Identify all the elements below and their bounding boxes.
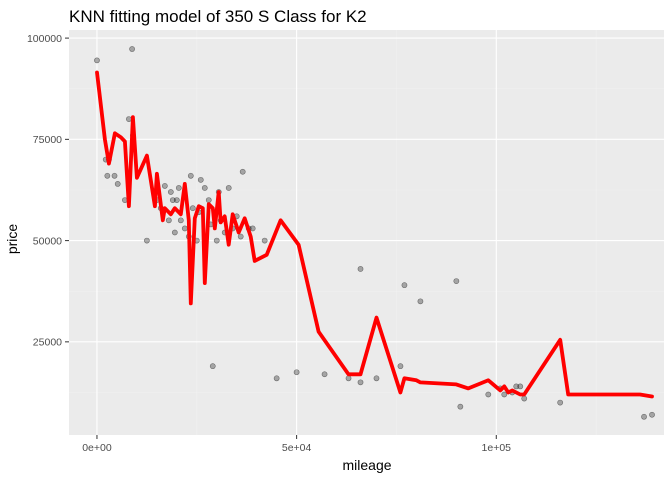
y-tick-label: 50000 (33, 235, 62, 247)
x-axis: 0e+00 5e+04 1e+05 (82, 435, 511, 454)
data-point (167, 189, 174, 195)
data-point (397, 363, 404, 370)
data-point (177, 217, 184, 224)
data-point (189, 205, 196, 212)
data-point (293, 369, 300, 376)
data-point (175, 185, 182, 191)
data-point (239, 168, 246, 175)
data-point (114, 180, 121, 187)
data-point (225, 185, 232, 191)
fit-line-layer (95, 70, 654, 399)
x-tick-label: 5e+04 (282, 442, 312, 454)
data-point (261, 237, 268, 244)
data-point (201, 185, 208, 191)
y-axis-title: price (4, 224, 20, 255)
data-point (417, 298, 424, 305)
chart-title: KNN fitting model of 350 S Class for K2 (69, 7, 367, 26)
data-point (213, 237, 220, 244)
plot-panel (69, 30, 664, 435)
data-point (357, 379, 364, 386)
data-point (169, 197, 176, 203)
x-tick-label: 0e+00 (82, 442, 112, 454)
data-point (557, 399, 564, 406)
data-point (517, 383, 524, 390)
major-gridlines (69, 30, 664, 435)
data-point (205, 197, 212, 203)
data-point (197, 176, 204, 183)
data-point (94, 57, 100, 64)
data-point (373, 375, 380, 382)
x-tick-label: 1e+05 (482, 442, 512, 454)
data-point (321, 371, 328, 378)
data-point (165, 217, 172, 224)
data-point (485, 391, 492, 398)
data-point (171, 229, 178, 236)
y-tick-label: 100000 (27, 33, 62, 45)
data-point (273, 375, 280, 382)
data-point (513, 383, 520, 390)
data-point (209, 363, 216, 370)
data-point (125, 116, 132, 122)
data-point (237, 233, 244, 240)
data-point (649, 411, 655, 418)
data-point (143, 237, 150, 244)
data-point (249, 225, 256, 232)
data-point (457, 403, 464, 410)
data-point (181, 225, 188, 232)
minor-gridlines (69, 30, 664, 435)
data-point (501, 391, 508, 398)
data-point (453, 278, 460, 284)
data-point (345, 375, 352, 382)
y-axis: 25000 50000 75000 100000 (27, 33, 69, 349)
y-tick-label: 25000 (33, 337, 62, 349)
knn-fit-line (95, 70, 654, 399)
x-axis-title: mileage (342, 457, 391, 473)
data-point (111, 172, 118, 179)
data-point (129, 46, 135, 52)
data-point (173, 197, 180, 203)
data-point (161, 183, 168, 189)
data-point (521, 395, 528, 402)
data-point (104, 172, 111, 179)
data-point (401, 282, 408, 289)
data-point (641, 413, 647, 420)
data-point (187, 172, 194, 179)
y-tick-label: 75000 (33, 134, 62, 146)
data-point (357, 266, 364, 272)
